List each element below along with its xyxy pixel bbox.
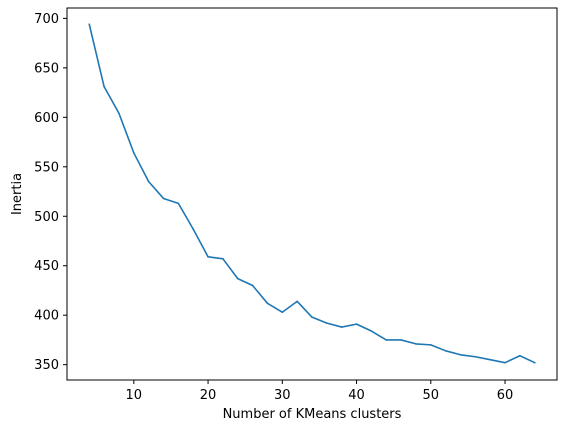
data-point [311, 316, 313, 318]
x-tick-label: 30 [274, 388, 291, 403]
y-axis-ticks: 350 400 450 500 550 600 650 700 [34, 12, 67, 373]
data-point [236, 277, 239, 280]
data-point [207, 256, 209, 258]
data-point [326, 322, 328, 324]
data-point [415, 343, 417, 345]
y-tick-label: 450 [34, 259, 59, 274]
x-tick-label: 10 [126, 388, 143, 403]
data-point [340, 326, 343, 328]
x-tick-label: 40 [348, 388, 365, 403]
data-point [489, 358, 491, 361]
x-axis-ticks: 10 20 30 40 50 60 [126, 380, 514, 403]
data-point [400, 339, 402, 341]
data-point [147, 180, 150, 183]
data-point [519, 354, 521, 357]
y-tick-label: 700 [34, 12, 59, 27]
data-point [459, 353, 462, 356]
y-axis-label: Inertia [10, 173, 25, 215]
data-point [88, 23, 91, 26]
y-tick-label: 500 [34, 210, 59, 225]
data-point [533, 361, 536, 364]
y-tick-label: 400 [34, 309, 59, 324]
data-point [355, 323, 358, 325]
x-axis-label: Number of KMeans clusters [223, 407, 402, 422]
data-point [133, 152, 135, 154]
data-point [162, 197, 165, 200]
data-point [474, 355, 477, 358]
data-point [192, 228, 195, 230]
x-tick-label: 20 [200, 388, 217, 403]
data-point [444, 350, 447, 352]
y-tick-label: 550 [34, 160, 59, 175]
y-tick-label: 650 [34, 61, 59, 76]
data-point [296, 300, 298, 303]
y-tick-label: 600 [34, 111, 59, 126]
data-point [281, 311, 284, 314]
data-point [177, 202, 180, 205]
plot-area [88, 23, 536, 364]
data-point [370, 330, 373, 332]
data-point [504, 361, 506, 364]
data-point [266, 302, 269, 305]
axes-frame [66, 7, 558, 381]
data-point [429, 344, 432, 346]
data-point [385, 339, 388, 341]
data-point [222, 258, 224, 260]
x-tick-label: 50 [423, 388, 440, 403]
data-point [103, 85, 105, 88]
data-point [251, 284, 254, 287]
y-tick-label: 350 [34, 358, 59, 373]
x-tick-label: 60 [497, 388, 514, 403]
data-point [118, 112, 120, 115]
